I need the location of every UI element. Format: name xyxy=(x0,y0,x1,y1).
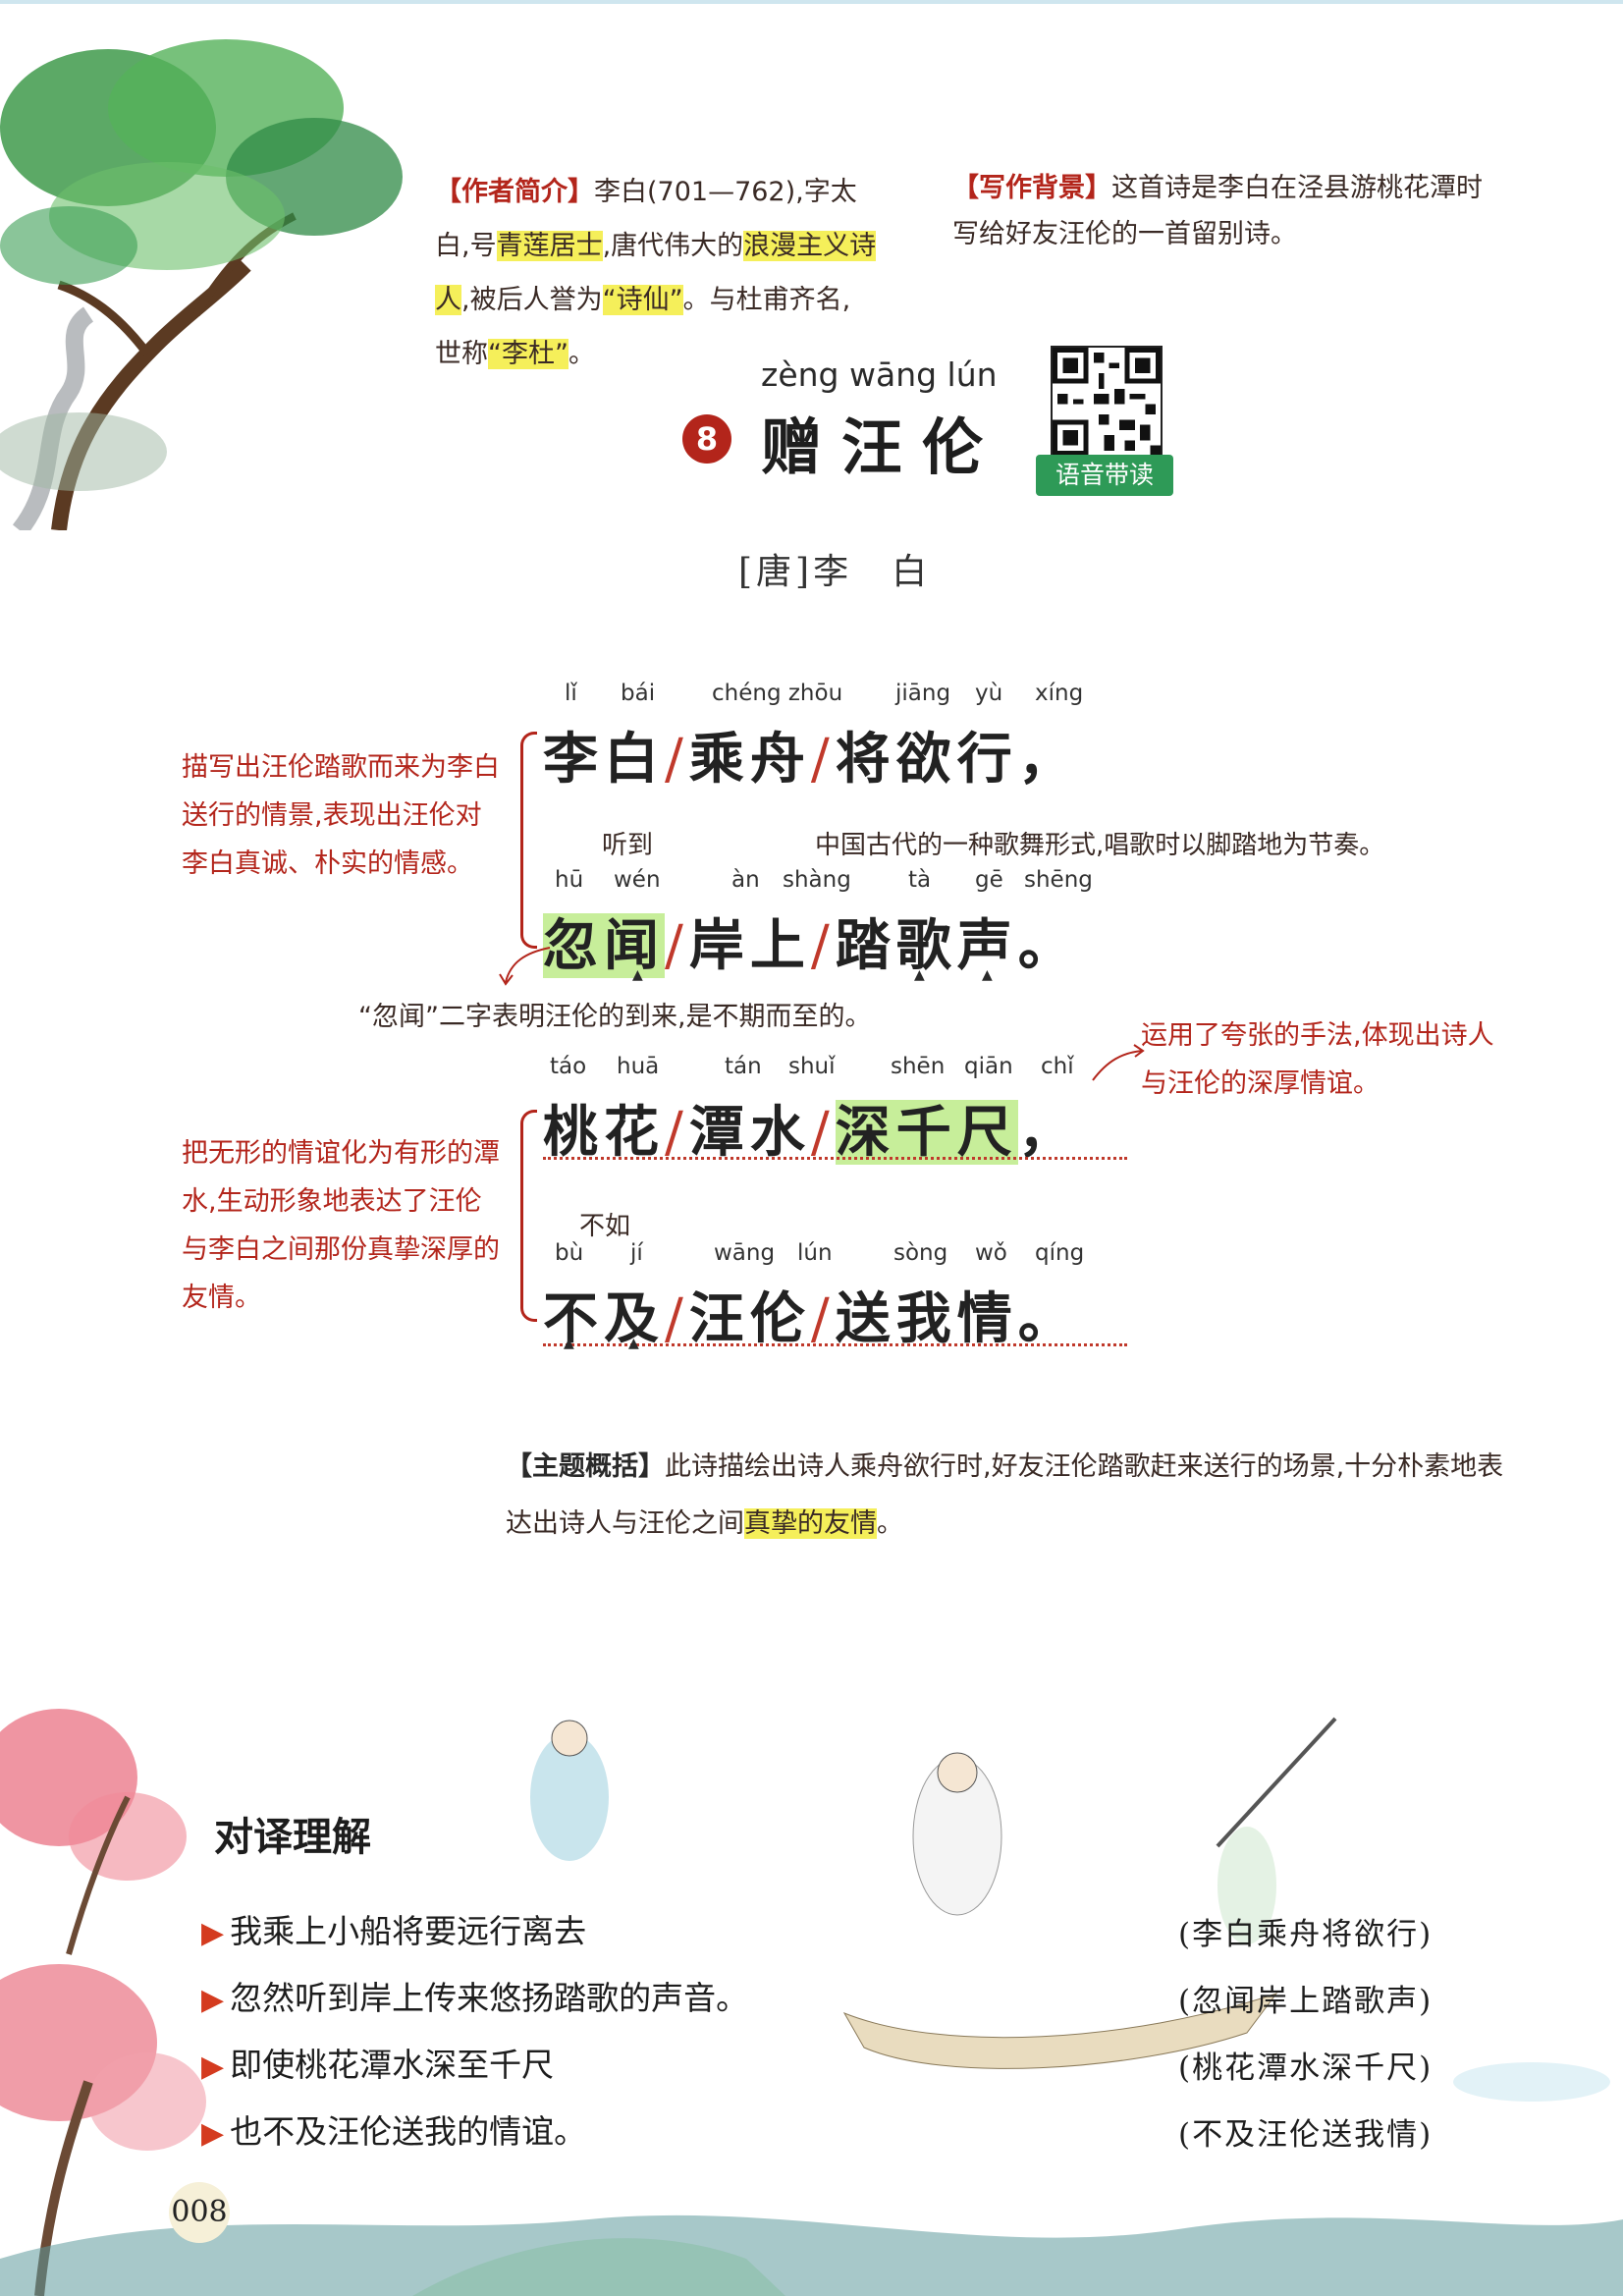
translation-original: (不及汪伦送我情) xyxy=(1178,2117,1434,2153)
pinyin: àn xyxy=(731,867,760,893)
arrow-icon xyxy=(1092,1044,1145,1081)
tree-illustration xyxy=(0,39,403,530)
qr-code-icon[interactable] xyxy=(1051,346,1163,458)
author-intro: 【作者简介】李白(701—762),字太白,号青莲居士,唐代伟大的浪漫主义诗人,… xyxy=(435,177,877,369)
verse-line-2: 忽闻/岸上/踏歌声。 xyxy=(543,913,1079,978)
top-border xyxy=(0,0,1623,4)
pinyin: gē xyxy=(975,867,1003,893)
translation-original: (桃花潭水深千尺) xyxy=(1178,2050,1434,2086)
pinyin: tà xyxy=(908,867,932,893)
voice-reading-label[interactable]: 语音带读 xyxy=(1036,455,1173,496)
brace-left-2 xyxy=(520,1110,537,1322)
wavy-underline xyxy=(543,1338,1127,1346)
writing-background-tag: 【写作背景】 xyxy=(952,173,1111,203)
title-pinyin: zèng wāng lún xyxy=(761,355,998,394)
pinyin: wāng xyxy=(714,1240,776,1266)
triangle-bullet-icon: ▶ xyxy=(201,2050,225,2084)
pinyin: shuǐ xyxy=(788,1054,836,1079)
triangle-bullet-icon: ▶ xyxy=(201,1983,225,2017)
emphasis-dot: ▲ xyxy=(564,1336,574,1351)
wavy-underline xyxy=(543,1151,1127,1160)
pinyin: shēng xyxy=(1024,867,1093,893)
boat-scene-illustration xyxy=(0,1709,1623,2296)
pinyin: shēn xyxy=(891,1054,946,1079)
triangle-bullet-icon: ▶ xyxy=(201,2116,225,2151)
pinyin: wǒ xyxy=(975,1240,1007,1266)
note-left-2: 把无形的情谊化为有形的潭水,生动形象地表达了汪伦与李白之间那份真挚深厚的友情。 xyxy=(182,1138,500,1313)
verse-line-4: 不及/汪伦/送我情。 xyxy=(543,1286,1079,1351)
pinyin: xíng xyxy=(1035,681,1084,706)
pinyin: tán xyxy=(725,1054,762,1079)
translation-title: 对译理解 xyxy=(214,1814,371,1860)
pinyin: lǐ xyxy=(565,681,577,706)
gloss-wen: 听到 xyxy=(602,831,654,860)
pinyin: bù xyxy=(555,1240,584,1266)
note-right: 运用了夸张的手法,体现出诗人与汪伦的深厚情谊。 xyxy=(1141,1020,1494,1099)
pinyin: yù xyxy=(975,681,1003,706)
dynasty-author: [唐]李 白 xyxy=(738,552,932,592)
gloss-tage: 中国古代的一种歌舞形式,唱歌时以脚踏地为节奏。 xyxy=(815,831,1385,860)
note-left-1: 描写出汪伦踏歌而来为李白送行的情景,表现出汪伦对李白真诚、朴实的情感。 xyxy=(182,752,500,879)
pinyin: lún xyxy=(797,1240,833,1266)
emphasis-dot: ▲ xyxy=(632,967,643,983)
gloss-buji: 不如 xyxy=(579,1212,631,1241)
author-intro-tag: 【作者简介】 xyxy=(435,177,594,207)
translation-row: ▶ 即使桃花潭水深至千尺 xyxy=(201,2046,555,2084)
theme-summary-tag: 【主题概括】 xyxy=(506,1451,665,1482)
pinyin: shàng xyxy=(783,867,851,893)
translation-original: (忽闻岸上踏歌声) xyxy=(1178,1984,1434,2019)
emphasis-dot: ▲ xyxy=(982,967,993,983)
translation-row: ▶ 我乘上小船将要远行离去 xyxy=(201,1912,587,1950)
verse-line-3: 桃花/潭水/深千尺， xyxy=(543,1100,1079,1165)
pinyin: qiān xyxy=(964,1054,1013,1079)
pinyin: jiāng xyxy=(895,681,951,706)
pinyin: táo xyxy=(550,1054,587,1079)
pinyin: bái xyxy=(621,681,656,706)
lesson-number: 8 xyxy=(682,414,731,464)
triangle-bullet-icon: ▶ xyxy=(201,1916,225,1950)
poem-title: 赠汪伦 xyxy=(761,411,1003,483)
translation-row: ▶ 也不及汪伦送我的情谊。 xyxy=(201,2112,587,2151)
theme-summary: 【主题概括】此诗描绘出诗人乘舟欲行时,好友汪伦踏歌赶来送行的场景,十分朴素地表达… xyxy=(506,1451,1504,1539)
page-number: 008 xyxy=(169,2182,230,2243)
emphasis-dot: ▲ xyxy=(914,967,925,983)
brace-left-1 xyxy=(520,732,537,949)
pinyin: huā xyxy=(617,1054,660,1079)
pinyin: jí xyxy=(630,1240,643,1266)
arrow-icon xyxy=(499,947,551,986)
note-mid: “忽闻”二字表明汪伦的到来,是不期而至的。 xyxy=(358,1002,872,1032)
writing-background: 【写作背景】这首诗是李白在泾县游桃花潭时写给好友汪伦的一首留别诗。 xyxy=(952,173,1483,249)
emphasis-dot: ▲ xyxy=(628,1336,639,1351)
pinyin: chǐ xyxy=(1041,1054,1074,1079)
pinyin: wén xyxy=(614,867,661,893)
pinyin: hū xyxy=(555,867,584,893)
translation-row: ▶ 忽然听到岸上传来悠扬踏歌的声音。 xyxy=(201,1979,749,2017)
verse-line-1: 李白/乘舟/将欲行， xyxy=(543,727,1079,792)
pinyin: qíng xyxy=(1035,1240,1085,1266)
pinyin: chéng zhōu xyxy=(712,681,843,706)
translation-original: (李白乘舟将欲行) xyxy=(1178,1917,1434,1952)
pinyin: sòng xyxy=(893,1240,948,1266)
